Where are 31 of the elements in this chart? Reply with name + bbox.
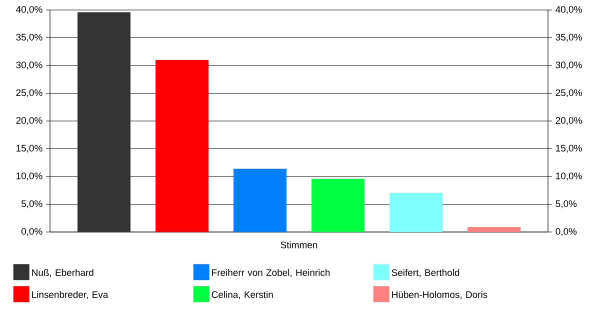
legend-label: Seifert, Berthold (392, 269, 460, 278)
bar (312, 178, 364, 232)
y-tick-label: 25,0% (16, 89, 42, 98)
y-tick-label: 15,0% (16, 144, 42, 153)
bar (156, 60, 208, 232)
text: 0,0% (556, 228, 577, 236)
bar (468, 227, 521, 232)
bar (390, 192, 443, 232)
bar (77, 12, 130, 232)
text: 40,0% (556, 6, 582, 14)
text: 15,0% (556, 144, 582, 153)
legend-label: Celina, Kerstin (212, 291, 273, 300)
legend-label: Hüben-Holomos, Doris (392, 291, 488, 300)
y-tick-label: 40,0% (16, 6, 42, 14)
text: 5,0% (556, 200, 577, 208)
y-tick-label: 30,0% (16, 62, 42, 70)
y-tick-label: 5,0% (21, 200, 42, 208)
text: 10,0% (556, 172, 582, 180)
legend-label: Linsenbreder, Eva (32, 291, 108, 300)
legend-label: Freiherr von Zobel, Heinrich (212, 269, 330, 278)
y-tick-label: 20,0% (16, 117, 42, 125)
text: 25,0% (556, 89, 582, 98)
text: 20,0% (556, 117, 582, 125)
y-tick-label: 35,0% (16, 34, 42, 42)
bar (234, 168, 286, 232)
x-tick-label: Stimmen (280, 241, 318, 248)
y-tick-label: 0,0% (21, 228, 42, 236)
legend-label: Nuß, Eberhard (32, 269, 94, 278)
y-tick-label: 10,0% (16, 172, 42, 180)
text: 30,0% (556, 62, 582, 70)
text: 35,0% (556, 34, 582, 42)
